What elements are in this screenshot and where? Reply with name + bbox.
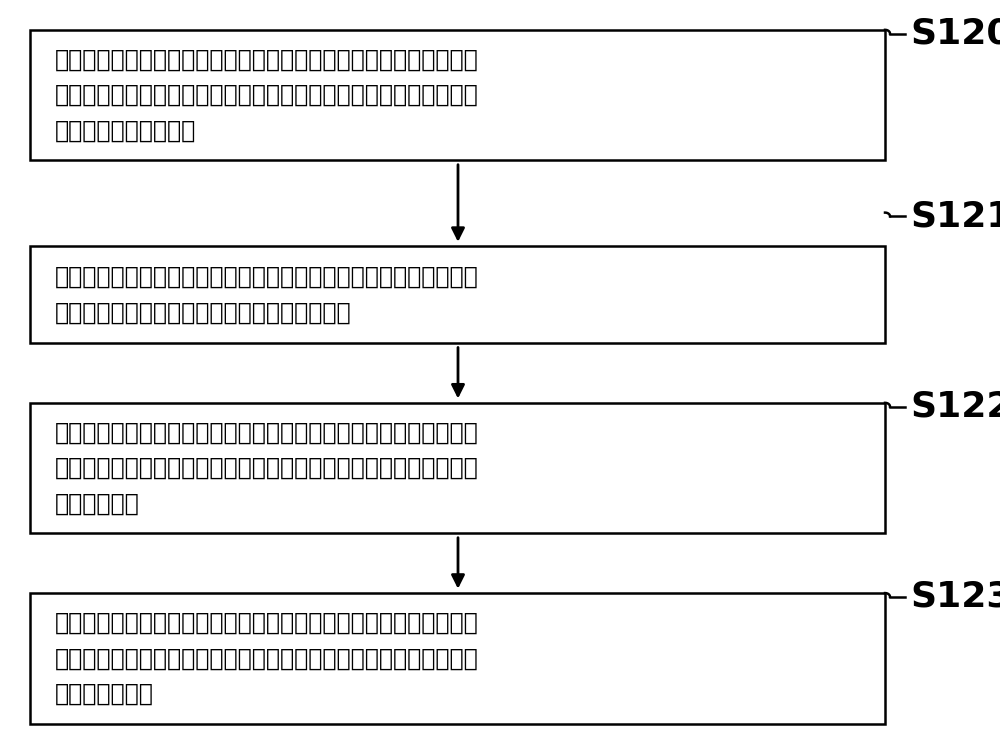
Text: 当所述相对位姿不大于所述第一位姿阈值时，保留所述最老的第一帧
，并从所述窗口中的所述最老的第二帧开始，间隔地批量剔除第二预
定数量的观测帧: 当所述相对位姿不大于所述第一位姿阈值时，保留所述最老的第一帧 ，并从所述窗口中的… [55,611,479,706]
Text: S121: S121 [910,199,1000,233]
FancyBboxPatch shape [30,246,885,343]
Text: S120: S120 [910,16,1000,51]
Text: S122: S122 [910,389,1000,424]
Text: 当所述观测帧的数量达到所述最大窗口数时，则根据所述窗口中最老
的第一帧与最老的第二帧之间的相对位姿，从所述窗口中间隔地批量
剔除预定数量的观测帧: 当所述观测帧的数量达到所述最大窗口数时，则根据所述窗口中最老 的第一帧与最老的第… [55,48,479,142]
FancyBboxPatch shape [30,30,885,160]
Text: 计算所述窗口中所述最老的第一帧与所述最老的第二帧之间的相对位
姿，以判断所述相对位姿是否大于第一位姿阈值: 计算所述窗口中所述最老的第一帧与所述最老的第二帧之间的相对位 姿，以判断所述相对… [55,265,479,325]
Text: 当所述相对位姿大于所述第一位姿阈值时，剔除所述最老的第一帧，
并从所述窗口中的所述最老的第二帧开始，间隔地批量剔除第一预定
数量的观测帧: 当所述相对位姿大于所述第一位姿阈值时，剔除所述最老的第一帧， 并从所述窗口中的所… [55,421,479,515]
FancyBboxPatch shape [30,403,885,533]
Text: S123: S123 [910,580,1000,614]
FancyBboxPatch shape [30,593,885,724]
